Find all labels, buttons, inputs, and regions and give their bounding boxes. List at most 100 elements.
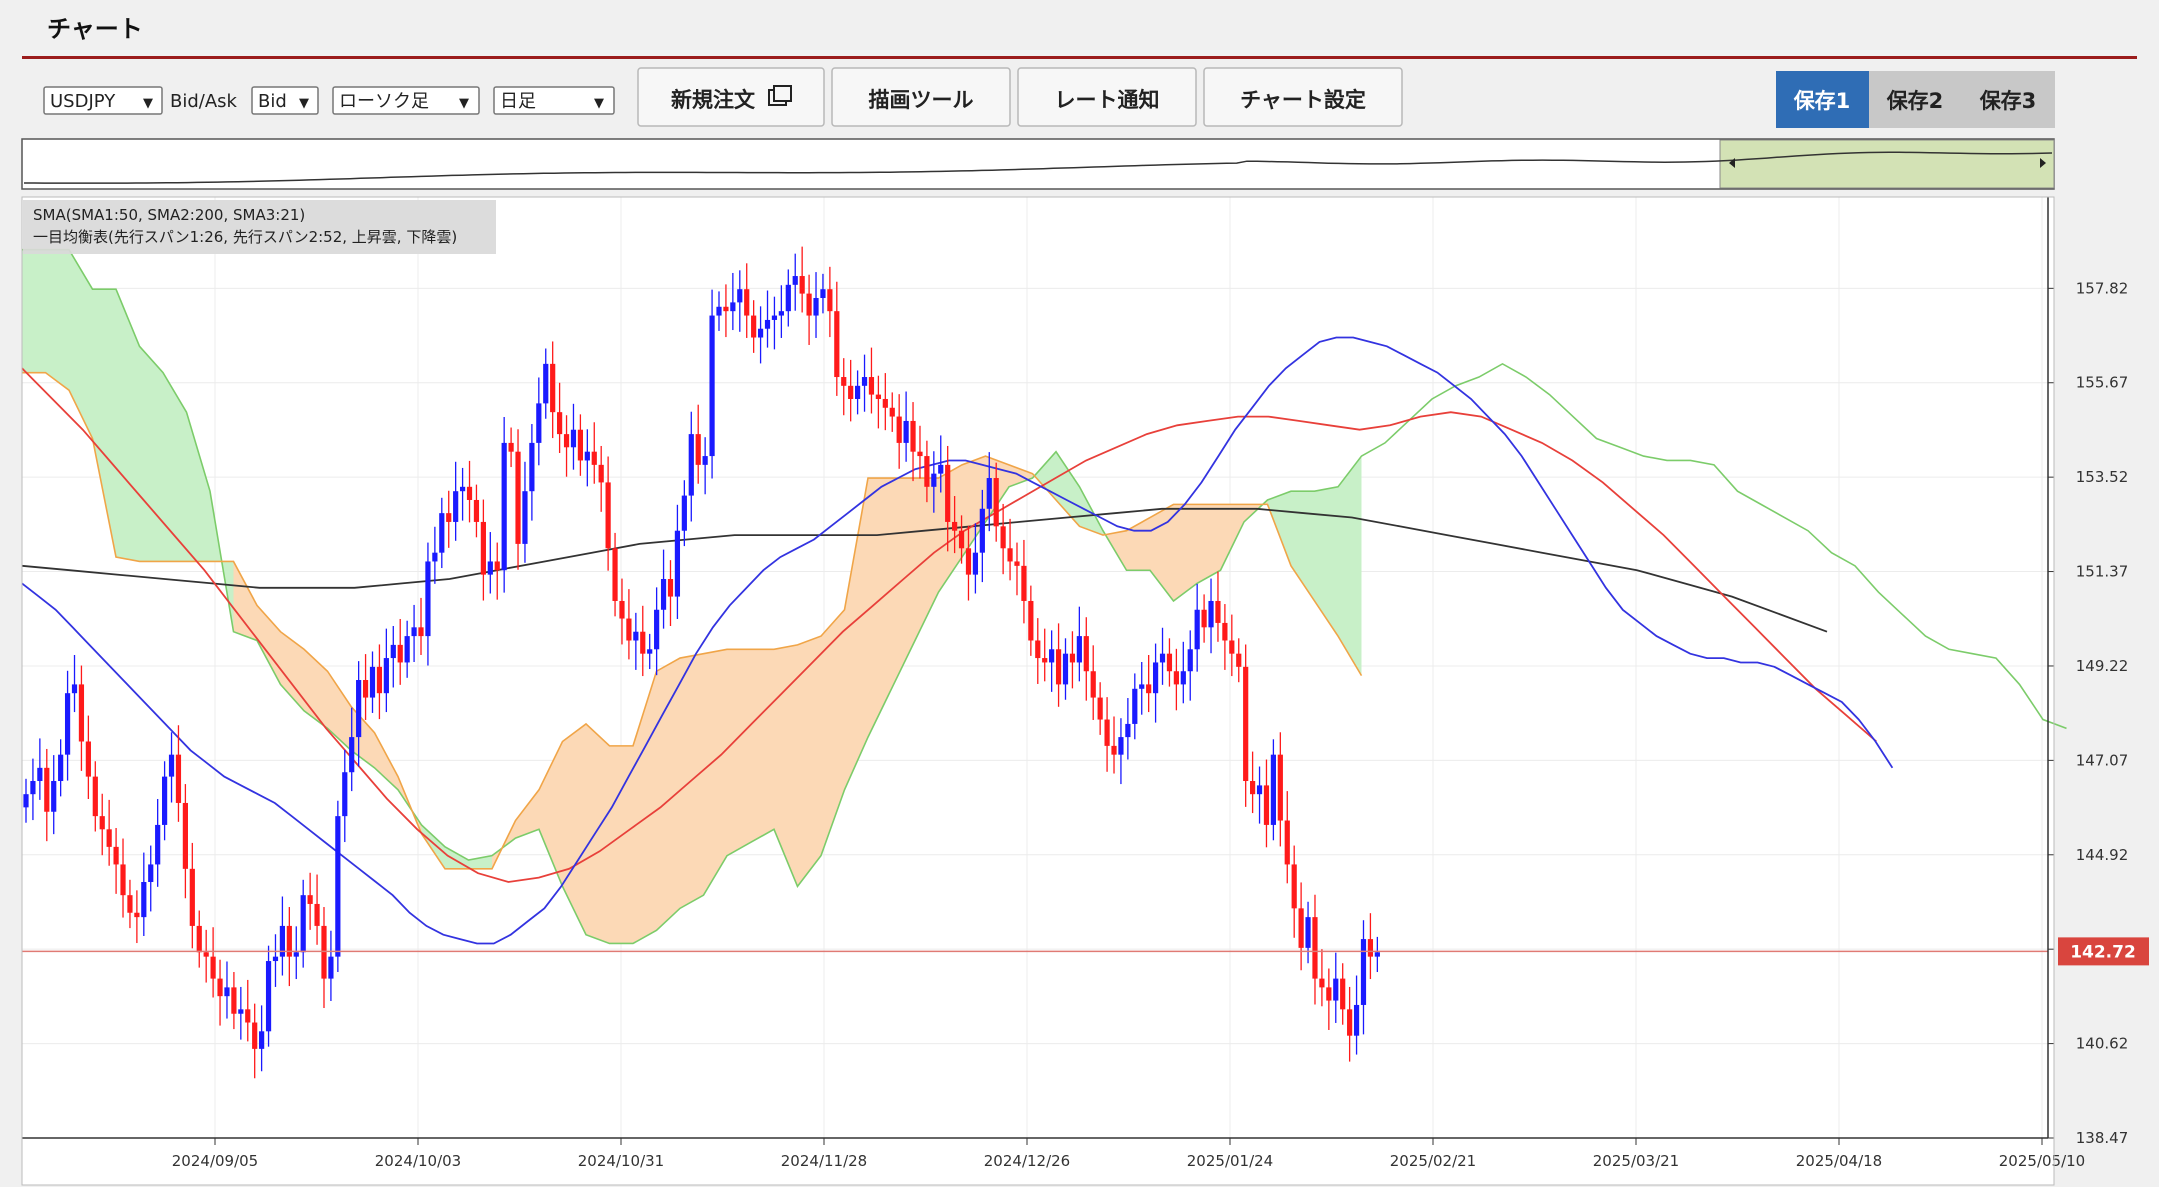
candle	[931, 451, 937, 513]
bull-cloud-segment	[1338, 456, 1362, 676]
candle	[1028, 585, 1034, 656]
candle	[1021, 539, 1027, 624]
candle	[1097, 682, 1103, 735]
bull-cloud-segment	[468, 855, 492, 869]
save-2-button[interactable]: 保存2	[1869, 71, 1962, 128]
candle	[1180, 641, 1186, 704]
svg-text:描画ツール: 描画ツール	[869, 88, 974, 112]
save-1-button[interactable]: 保存1	[1776, 71, 1869, 128]
candle	[1125, 698, 1131, 760]
x-tick-label: 2025/04/18	[1796, 1152, 1882, 1170]
candle	[335, 800, 341, 973]
candle	[1166, 638, 1173, 687]
candle	[591, 422, 597, 484]
drawing-tools-button[interactable]: 描画ツール	[831, 67, 1011, 127]
legend-ichimoku: 一目均衡表(先行スパン1:26, 先行スパン2:52, 上昇雲, 下降雲)	[33, 228, 457, 246]
candle	[473, 484, 480, 538]
candle	[238, 986, 244, 1040]
navigator-right-handle[interactable]	[2040, 158, 2046, 168]
bear-cloud-segment	[1220, 504, 1244, 571]
candle	[522, 461, 528, 563]
candle	[979, 489, 985, 583]
candle	[349, 707, 355, 792]
candle	[737, 270, 743, 332]
bear-cloud-segment	[703, 649, 727, 896]
save-3-button[interactable]: 保存3	[1962, 71, 2055, 128]
candle	[681, 480, 687, 547]
candle	[134, 890, 140, 944]
chart-settings-button[interactable]: チャート設定	[1203, 67, 1403, 127]
navigator-window[interactable]	[1719, 139, 2055, 189]
candle	[189, 842, 195, 949]
candle	[37, 738, 43, 800]
candle	[674, 504, 681, 619]
candle	[182, 784, 188, 899]
candle	[633, 612, 639, 670]
candle	[439, 497, 445, 569]
candle	[120, 838, 126, 918]
candle	[841, 358, 847, 416]
candle	[744, 263, 750, 338]
candle	[106, 799, 112, 866]
candle	[688, 411, 694, 522]
candle	[501, 416, 507, 593]
bear-cloud-segment	[797, 636, 821, 887]
candle	[771, 296, 778, 350]
chevron-down-icon: ▼	[143, 96, 153, 111]
candle	[44, 748, 50, 842]
candle	[723, 284, 729, 338]
bear-cloud-segment	[586, 723, 610, 944]
bidask-select[interactable]: Bid ▼	[251, 86, 319, 115]
new-order-button[interactable]: 新規注文	[637, 67, 825, 127]
candle	[259, 1005, 265, 1072]
candle	[1215, 571, 1221, 642]
candle	[446, 490, 452, 548]
candle	[203, 929, 209, 983]
candle	[459, 467, 466, 521]
candle	[868, 347, 875, 414]
candle	[466, 460, 473, 523]
candle	[1014, 542, 1020, 596]
candle	[356, 661, 362, 767]
candle	[543, 348, 549, 419]
candle	[397, 618, 403, 685]
chart-frame-border	[21, 196, 2055, 1186]
chart-type-select[interactable]: ローソク足 ▼	[332, 86, 480, 115]
y-tick-label: 140.62	[2076, 1035, 2129, 1053]
y-tick-label: 153.52	[2076, 468, 2129, 486]
candle	[1083, 617, 1089, 701]
candle	[855, 370, 861, 415]
candle	[882, 373, 888, 431]
svg-text:保存3: 保存3	[1979, 89, 2037, 113]
x-tick-label: 2025/05/10	[1999, 1152, 2085, 1170]
candle	[1250, 751, 1256, 814]
period-select[interactable]: 日足 ▼	[493, 86, 615, 115]
navigator-left-handle[interactable]	[1729, 158, 1735, 168]
candle	[1298, 882, 1304, 971]
candle	[99, 793, 105, 856]
symbol-select[interactable]: USDJPY ▼	[43, 86, 163, 115]
candle	[667, 560, 674, 627]
candle	[972, 523, 979, 594]
candle	[806, 274, 812, 345]
bear-cloud-segment	[327, 671, 351, 751]
candle	[1291, 845, 1297, 938]
candle	[1076, 606, 1082, 682]
candle	[1139, 662, 1145, 715]
candle	[834, 281, 840, 396]
candle	[813, 272, 819, 338]
y-tick-label: 157.82	[2076, 279, 2129, 297]
candle	[404, 620, 410, 678]
svg-text:チャート設定: チャート設定	[1240, 88, 1366, 112]
candle	[1118, 718, 1124, 785]
rate-alert-button[interactable]: レート通知	[1017, 67, 1197, 127]
overview-navigator[interactable]	[21, 138, 2055, 190]
y-tick-label: 151.37	[2076, 563, 2129, 581]
candle	[764, 290, 771, 348]
candle	[598, 445, 604, 512]
candle	[1312, 894, 1318, 1005]
candle	[390, 626, 396, 688]
candle	[307, 872, 313, 930]
y-tick-label: 144.92	[2076, 846, 2129, 864]
bull-cloud-segment	[1314, 486, 1338, 637]
